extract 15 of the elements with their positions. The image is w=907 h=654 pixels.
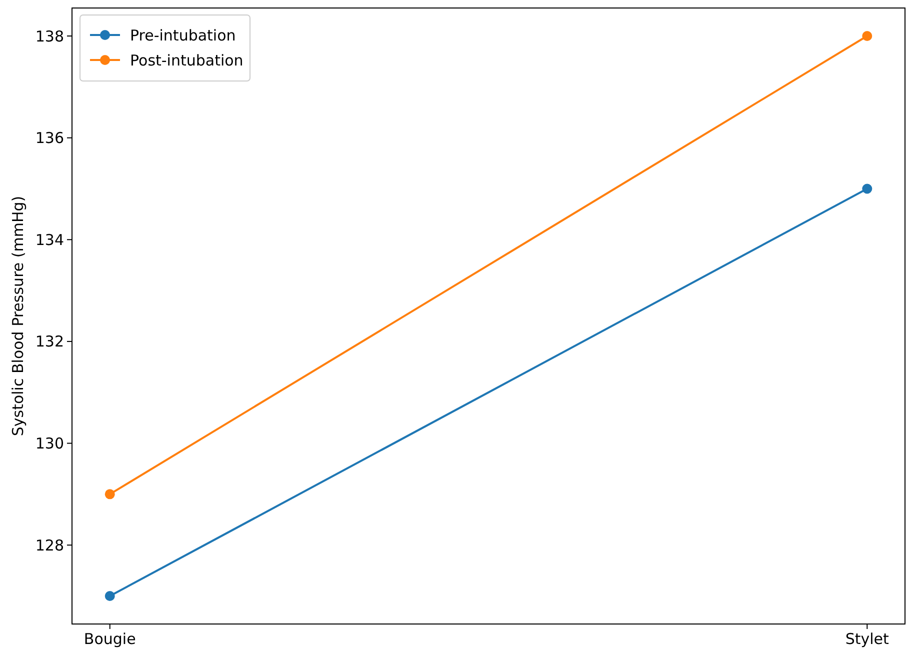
point [862,184,872,194]
legend-label: Pre-intubation [130,26,236,44]
x-tick-label: Bougie [84,630,136,648]
point [862,31,872,41]
y-tick-label: 128 [35,536,64,554]
y-tick-label: 136 [35,129,64,148]
point [104,489,115,500]
y-tick-label: 132 [35,332,64,351]
legend-label: Post-intubation [130,51,244,70]
y-tick-label: 138 [35,27,64,46]
point [104,591,115,601]
x-tick-label: Stylet [845,630,890,648]
y-tick-label: 130 [35,434,64,453]
y-tick-label: 134 [35,230,64,249]
y-axis-title: Systolic Blood Pressure (mmHg) [9,196,27,436]
